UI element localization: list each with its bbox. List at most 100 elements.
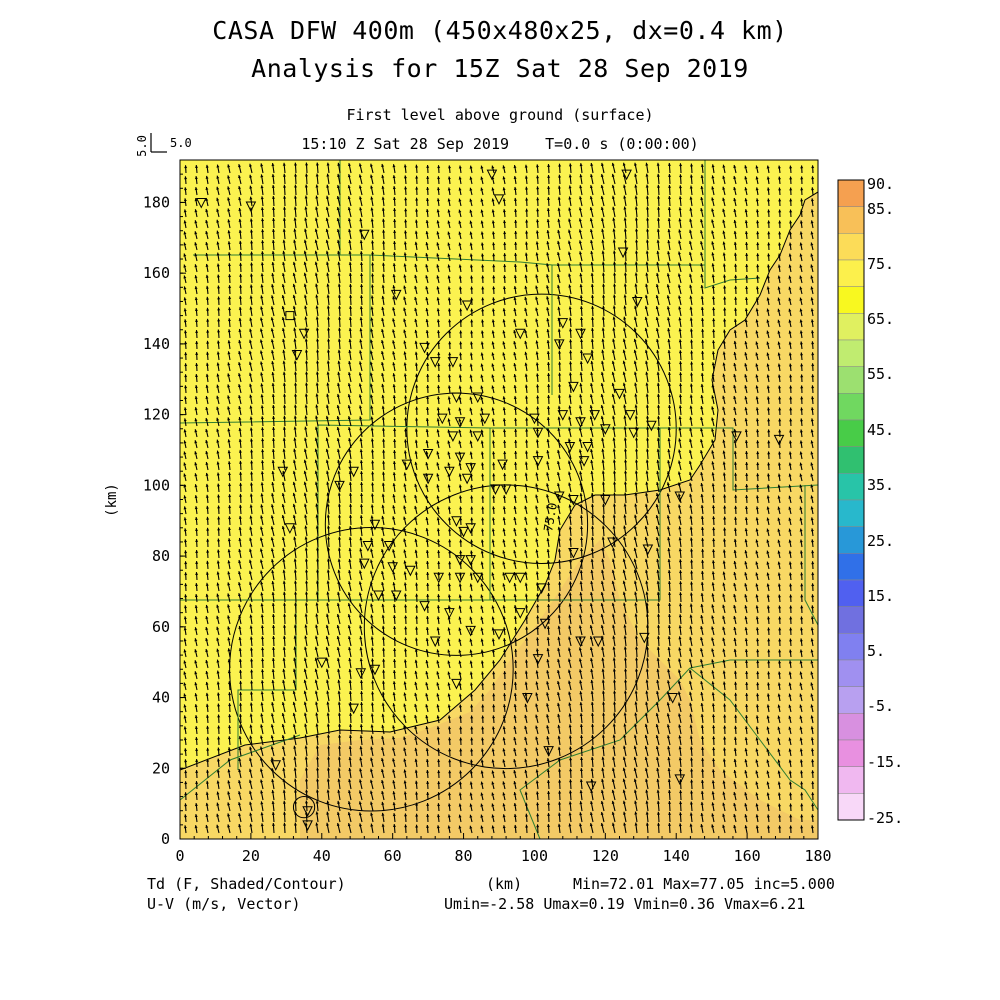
wind-vector-head xyxy=(491,748,495,752)
wind-vector-head xyxy=(557,823,561,827)
wind-vector-head xyxy=(227,791,231,795)
wind-vector-head xyxy=(622,789,626,793)
wind-vector-head xyxy=(611,613,615,617)
wind-vector-head xyxy=(337,712,341,716)
wind-vector-head xyxy=(688,680,692,684)
wind-vector-head xyxy=(755,704,759,708)
radar-ring-5 xyxy=(292,796,316,819)
wind-vector-head xyxy=(480,594,484,598)
wind-vector-head xyxy=(799,737,803,741)
wind-vector-head xyxy=(722,637,726,641)
wind-vector-head xyxy=(513,814,517,817)
wind-vector-head xyxy=(227,604,231,608)
wind-vector-head xyxy=(481,726,485,730)
wind-vector-head xyxy=(370,713,374,717)
wind-vector-head xyxy=(778,605,782,609)
wind-vector-head xyxy=(426,780,430,784)
wind-vector-head xyxy=(238,724,242,728)
wind-vector-head xyxy=(425,704,429,708)
wind-vector-head xyxy=(205,802,209,806)
wind-vector-head xyxy=(591,723,595,727)
wind-vector-head xyxy=(481,682,485,686)
wind-vector-head xyxy=(788,737,792,741)
wind-vector-head xyxy=(271,790,275,794)
wind-vector-head xyxy=(369,581,373,585)
wind-vector-head xyxy=(578,669,582,673)
wind-vector-head xyxy=(711,791,715,795)
wind-vector-head xyxy=(216,758,220,762)
wind-vector-head xyxy=(733,594,737,598)
wind-vector-head xyxy=(744,759,748,763)
wind-vector-head xyxy=(425,627,429,630)
wind-vector-head xyxy=(271,812,275,815)
wind-vector-head xyxy=(612,756,616,760)
wind-vector-head xyxy=(503,671,507,675)
wind-vector-head xyxy=(711,769,715,773)
chart-subtitle-level: First level above ground (surface) xyxy=(346,106,654,124)
wind-vector-head xyxy=(260,812,264,816)
wind-vector-head xyxy=(601,690,605,694)
wind-vector-head xyxy=(633,778,637,782)
wind-vector-head xyxy=(469,616,473,620)
wind-vector-head xyxy=(689,812,693,816)
wind-vector-head xyxy=(645,822,649,826)
wind-vector-head xyxy=(469,638,473,642)
wind-vector-head xyxy=(459,748,463,752)
wind-vector-head xyxy=(326,778,330,782)
wind-vector-head xyxy=(623,613,627,617)
wind-vector-head xyxy=(326,734,331,738)
wind-vector-head xyxy=(436,715,440,719)
wind-vector-head xyxy=(238,758,242,762)
wind-vector-head xyxy=(336,624,340,629)
wind-vector-head xyxy=(260,625,264,629)
wind-vector-head xyxy=(403,725,407,729)
wind-vector-head xyxy=(282,789,286,793)
wind-vector-head xyxy=(755,616,759,620)
wind-vector-head xyxy=(756,671,760,675)
wind-vector-head xyxy=(392,747,396,751)
wind-vector-head xyxy=(458,649,462,653)
wind-vector-head xyxy=(513,737,517,741)
wind-vector-head xyxy=(788,682,792,686)
wind-vector-head xyxy=(326,679,330,683)
wind-vector-head xyxy=(292,668,296,672)
wind-vector-head xyxy=(612,635,616,639)
wind-vector-head xyxy=(568,812,572,816)
wind-vector-head xyxy=(480,583,484,587)
wind-vector-head xyxy=(744,649,748,653)
wind-vector-head xyxy=(579,713,583,717)
wind-vector-head xyxy=(227,670,231,674)
wind-vector-head xyxy=(392,725,396,729)
wind-vector-head xyxy=(777,803,782,807)
wind-vector-head xyxy=(623,690,628,694)
wind-vector-head xyxy=(755,814,759,818)
wind-vector-head xyxy=(326,591,330,595)
wind-vector-head xyxy=(546,780,551,783)
wind-vector-head xyxy=(733,825,737,829)
wind-vector-head xyxy=(348,668,352,672)
wind-vector-head xyxy=(656,668,660,672)
wind-vector-head xyxy=(315,745,319,749)
wind-vector-head xyxy=(535,791,539,795)
wind-vector-head xyxy=(634,712,638,716)
wind-vector-head xyxy=(206,725,210,729)
wind-vector-head xyxy=(613,690,617,694)
wind-vector-head xyxy=(238,780,242,784)
wind-vector-head xyxy=(228,692,232,696)
wind-vector-head xyxy=(568,625,572,629)
wind-vector-head xyxy=(733,781,737,785)
wind-vector-head xyxy=(261,658,265,662)
wind-vector-head xyxy=(623,734,627,738)
wind-vector-head xyxy=(535,725,539,729)
wind-vector-head xyxy=(437,781,441,785)
wind-vector-head xyxy=(677,691,681,695)
wind-vector-head xyxy=(436,814,441,818)
wind-vector-head xyxy=(404,604,408,608)
wind-vector-head xyxy=(712,747,716,751)
wind-vector-head xyxy=(744,781,748,785)
wind-vector-head xyxy=(326,602,330,606)
wind-vector-head xyxy=(403,582,407,586)
wind-vector-head xyxy=(700,592,704,596)
wind-vector-head xyxy=(777,726,781,730)
wind-vector-head xyxy=(590,778,594,782)
